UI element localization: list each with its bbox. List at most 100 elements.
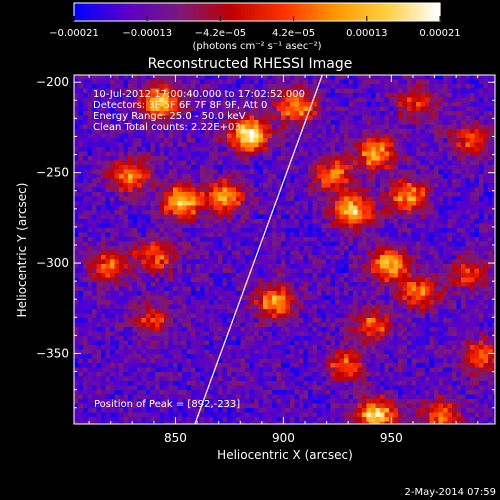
heatmap-cell (263, 259, 268, 265)
heatmap-cell (74, 88, 79, 94)
heatmap-cell (407, 79, 412, 85)
heatmap-cell (402, 84, 408, 89)
heatmap-cell (267, 160, 273, 166)
heatmap-cell (294, 88, 300, 94)
heatmap-cell (443, 295, 448, 301)
heatmap-cell (303, 106, 309, 112)
heatmap-cell (461, 246, 466, 251)
heatmap-cell (416, 241, 421, 247)
heatmap-cell (429, 268, 435, 274)
heatmap-cell (330, 169, 336, 175)
heatmap-cell (294, 214, 300, 220)
heatmap-cell (281, 246, 286, 251)
heatmap-cell (218, 219, 223, 224)
heatmap-cell (272, 129, 277, 134)
heatmap-cell (438, 178, 444, 184)
heatmap-cell (245, 232, 250, 238)
heatmap-cell (173, 291, 178, 296)
heatmap-cell (281, 138, 286, 143)
heatmap-cell (308, 228, 313, 233)
heatmap-cell (483, 133, 489, 139)
heatmap-cell (272, 160, 277, 166)
heatmap-cell (366, 165, 372, 170)
heatmap-cell (281, 228, 286, 233)
heatmap-cell (357, 142, 363, 148)
heatmap-cell (272, 75, 277, 80)
heatmap-cell (263, 237, 268, 242)
heatmap-cell (236, 165, 241, 170)
heatmap-cell (272, 255, 277, 260)
heatmap-cell (249, 106, 255, 112)
heatmap-cell (128, 174, 133, 179)
heatmap-cell (389, 192, 394, 197)
heatmap-cell (227, 223, 232, 229)
heatmap-cell (488, 250, 493, 256)
heatmap-cell (362, 232, 367, 238)
heatmap-cell (164, 286, 169, 292)
heatmap-cell (128, 196, 133, 202)
heatmap-cell (177, 232, 183, 238)
heatmap-cell (245, 178, 250, 184)
heatmap-cell (150, 250, 156, 256)
heatmap-cell (312, 178, 318, 184)
heatmap-cell (200, 205, 205, 211)
heatmap-cell (240, 228, 246, 233)
heatmap-cell (384, 187, 390, 193)
heatmap-cell (348, 277, 354, 283)
colorbar-cell (360, 3, 365, 21)
heatmap-cell (128, 106, 133, 112)
heatmap-cell (119, 241, 124, 247)
heatmap-cell (191, 250, 196, 256)
heatmap-cell (110, 88, 115, 94)
heatmap-cell (290, 165, 295, 170)
heatmap-cell (267, 210, 273, 215)
heatmap-cell (321, 264, 327, 269)
heatmap-cell (218, 210, 223, 215)
heatmap-cell (200, 84, 205, 89)
heatmap-cell (380, 205, 385, 211)
heatmap-cell (407, 174, 412, 179)
heatmap-cell (339, 97, 345, 103)
heatmap-cell (429, 169, 435, 175)
heatmap-cell (263, 165, 268, 170)
heatmap-cell (326, 241, 331, 247)
heatmap-cell (227, 277, 232, 283)
heatmap-cell (290, 151, 295, 157)
heatmap-cell (227, 133, 232, 139)
heatmap-cell (470, 79, 475, 85)
heatmap-cell (164, 174, 169, 179)
heatmap-cell (258, 210, 264, 215)
heatmap-cell (416, 237, 421, 242)
heatmap-cell (236, 160, 241, 166)
heatmap-cell (339, 268, 345, 274)
heatmap-cell (483, 241, 489, 247)
heatmap-cell (267, 84, 273, 89)
heatmap-cell (150, 237, 156, 242)
heatmap-cell (294, 259, 300, 265)
heatmap-cell (186, 102, 192, 107)
heatmap-cell (263, 201, 268, 206)
heatmap-cell (74, 106, 79, 112)
heatmap-cell (83, 277, 88, 283)
heatmap-cell (132, 201, 138, 206)
heatmap-cell (335, 75, 340, 80)
heatmap-cell (164, 237, 169, 242)
heatmap-cell (272, 93, 277, 98)
heatmap-cell (101, 187, 106, 193)
heatmap-cell (353, 196, 358, 202)
heatmap-cell (479, 219, 484, 224)
heatmap-cell (312, 232, 318, 238)
heatmap-cell (366, 75, 372, 80)
heatmap-cell (456, 160, 462, 166)
heatmap-cell (200, 133, 205, 139)
heatmap-cell (173, 97, 178, 103)
heatmap-cell (83, 295, 88, 301)
heatmap-cell (258, 174, 264, 179)
heatmap-cell (182, 219, 187, 224)
heatmap-cell (411, 228, 417, 233)
heatmap-cell (470, 219, 475, 224)
heatmap-cell (321, 102, 327, 107)
heatmap-cell (474, 246, 480, 251)
heatmap-cell (452, 93, 457, 98)
